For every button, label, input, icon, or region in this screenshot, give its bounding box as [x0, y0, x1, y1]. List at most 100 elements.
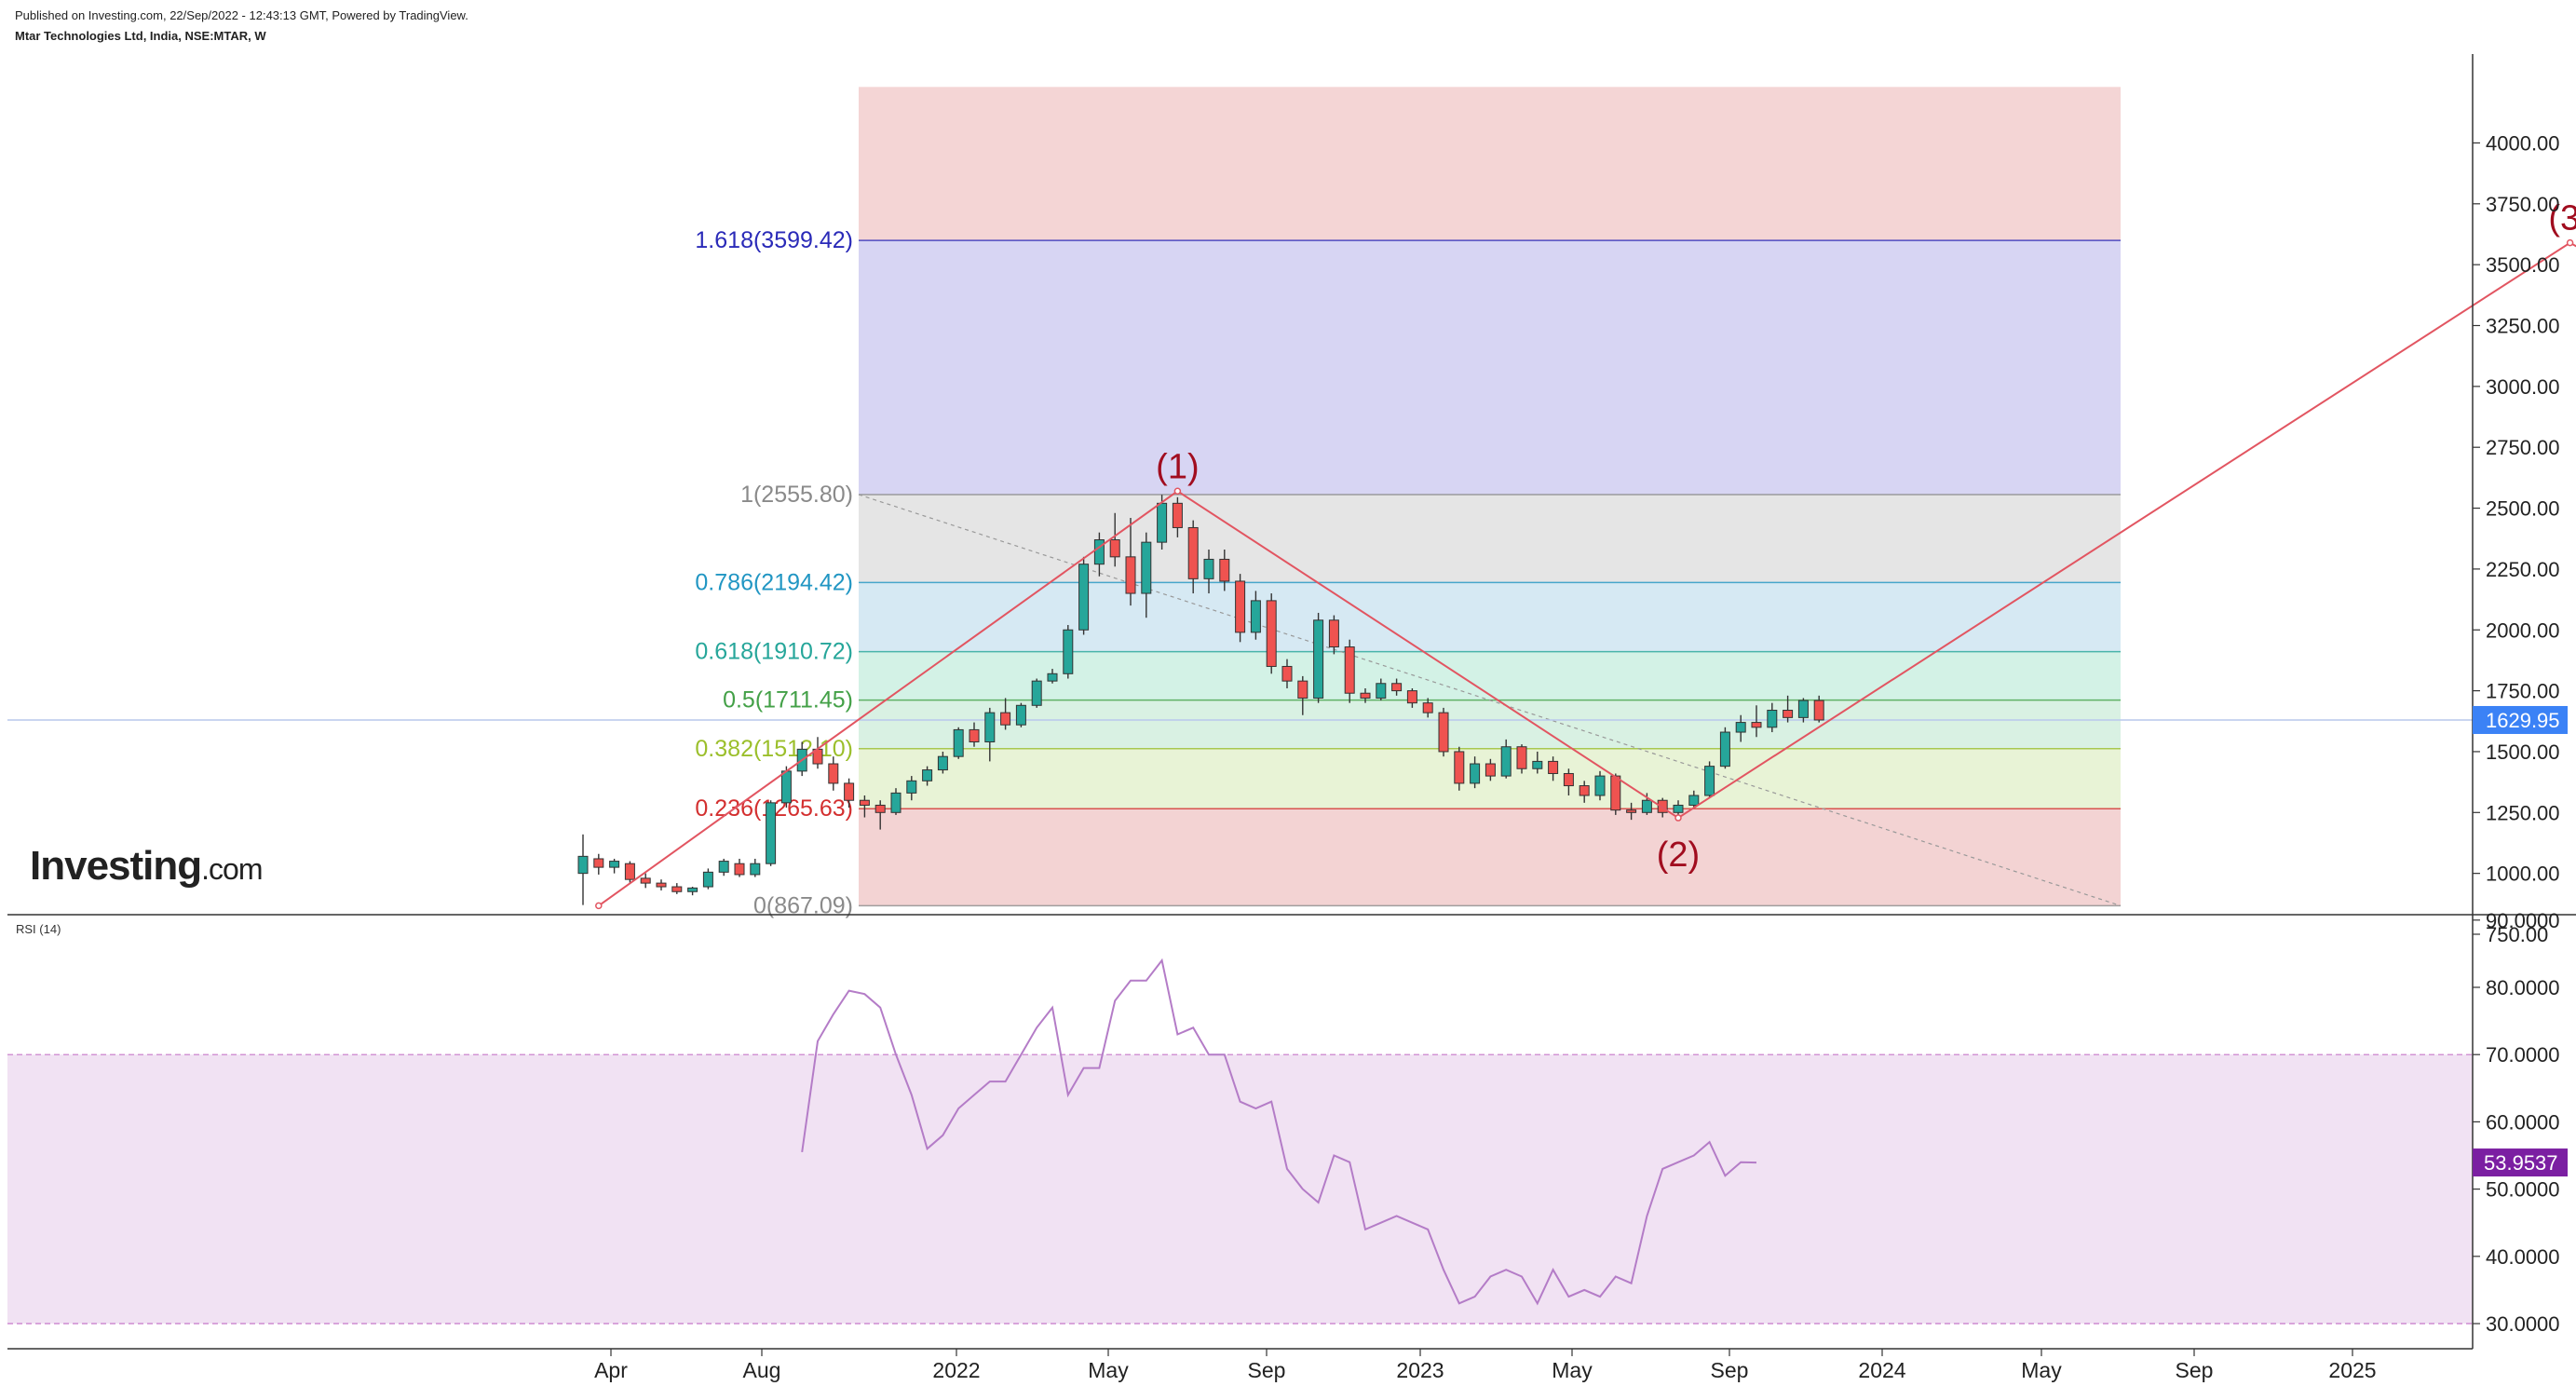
- candle: [1719, 727, 1730, 769]
- candle: [1078, 556, 1090, 635]
- price-tick-label: 3750.00: [2486, 193, 2560, 216]
- candle: [1422, 698, 1433, 718]
- candle: [656, 879, 667, 890]
- wave-label: (2): [1657, 836, 1700, 875]
- candle: [593, 853, 604, 875]
- candle-body: [937, 755, 948, 771]
- rsi-band: [7, 1054, 2473, 1324]
- price-tick-label: 750.00: [2486, 923, 2548, 946]
- candle-body: [1454, 751, 1465, 784]
- candle-body: [1783, 710, 1794, 718]
- fib-zone: [859, 494, 2121, 583]
- wave-label: (1): [1156, 447, 1199, 486]
- candle: [1250, 591, 1261, 640]
- rsi-tick-label: 70.0000: [2486, 1043, 2560, 1067]
- time-tick-label: Sep: [2176, 1358, 2214, 1382]
- candle-body: [1532, 760, 1543, 769]
- candle: [1688, 790, 1700, 808]
- candle-body: [1297, 680, 1308, 699]
- rsi-current-badge: [2473, 1148, 2568, 1177]
- candle: [890, 788, 902, 815]
- time-tick-label: 2025: [2328, 1358, 2376, 1382]
- candle-body: [640, 877, 651, 884]
- candle-body: [1641, 799, 1652, 813]
- candle-body: [593, 858, 604, 868]
- price-tick-label: 3250.00: [2486, 315, 2560, 338]
- candle: [734, 858, 745, 877]
- time-tick-label: Sep: [1711, 1358, 1749, 1382]
- candle-body: [1500, 746, 1512, 777]
- fib-label-1-618: 1.618(3599.42): [695, 227, 853, 253]
- candle-body: [1093, 539, 1105, 565]
- candle-body: [1767, 710, 1778, 728]
- fib-zone: [859, 582, 2121, 652]
- candle-body: [1548, 760, 1559, 774]
- candle: [577, 834, 589, 905]
- candle: [922, 766, 933, 786]
- time-tick-label: May: [1088, 1358, 1129, 1382]
- fib-label-0-618: 0.618(1910.72): [695, 639, 853, 665]
- candle-body: [1172, 502, 1183, 528]
- candle-body: [702, 871, 713, 888]
- candle-body: [1688, 795, 1700, 806]
- candle-body: [1203, 558, 1214, 579]
- candle-body: [1328, 619, 1339, 648]
- time-tick-label: 2024: [1858, 1358, 1905, 1382]
- candle-body: [953, 728, 964, 757]
- candle-body: [1485, 763, 1496, 777]
- rsi-tick-label: 90.0000: [2486, 909, 2560, 932]
- time-tick-label: May: [2021, 1358, 2062, 1382]
- candle: [1360, 687, 1371, 703]
- candle: [1532, 751, 1543, 774]
- candle-body: [1187, 526, 1199, 579]
- candle: [1470, 756, 1481, 789]
- candle-body: [922, 769, 933, 781]
- investing-logo: Investing.com: [30, 843, 264, 889]
- candle: [1783, 695, 1794, 723]
- wave-point: [1173, 487, 1182, 496]
- time-axis: Apr Aug 2022 May Sep 2023 May Sep 2024 May Sep 2025: [594, 1349, 2377, 1382]
- candle-body: [1626, 809, 1637, 813]
- candle: [1266, 593, 1277, 674]
- candle-body: [1657, 799, 1668, 813]
- candle: [984, 707, 996, 762]
- candle-body: [1141, 541, 1152, 594]
- fib-zone: [859, 808, 2121, 906]
- candle-body: [1610, 775, 1621, 811]
- candle: [1281, 659, 1293, 688]
- candle: [702, 868, 713, 890]
- candle: [1047, 669, 1058, 684]
- candle: [1376, 678, 1387, 701]
- candle: [859, 795, 870, 818]
- candle-body: [890, 792, 902, 813]
- candle-body: [1719, 731, 1730, 768]
- fib-zone: [859, 700, 2121, 749]
- candle: [828, 756, 839, 791]
- candle-body: [1063, 629, 1074, 674]
- fib-label-0-786: 0.786(2194.42): [695, 569, 853, 595]
- candle-body: [780, 770, 792, 804]
- candle: [1579, 781, 1590, 803]
- candle-body: [577, 855, 589, 875]
- candle-body: [1157, 502, 1168, 543]
- price-tick-label: 2250.00: [2486, 558, 2560, 581]
- price-tick-label: 1500.00: [2486, 741, 2560, 764]
- fib-zone: [859, 240, 2121, 495]
- wave-point: [1674, 814, 1682, 822]
- candle-body: [1281, 665, 1293, 682]
- candle: [640, 873, 651, 889]
- candle-body: [1751, 722, 1762, 728]
- candle-body: [1704, 766, 1715, 796]
- candle-body: [1406, 690, 1417, 704]
- candle-body: [1376, 683, 1387, 699]
- candle: [1516, 744, 1527, 774]
- wave-label: (3): [2548, 199, 2576, 238]
- candle: [969, 722, 980, 747]
- price-tick-label: 1250.00: [2486, 801, 2560, 824]
- candle-body: [1422, 702, 1433, 713]
- price-tick-label: 1750.00: [2486, 680, 2560, 703]
- candle: [1235, 574, 1246, 643]
- candle-body: [906, 780, 917, 794]
- candle: [937, 751, 948, 774]
